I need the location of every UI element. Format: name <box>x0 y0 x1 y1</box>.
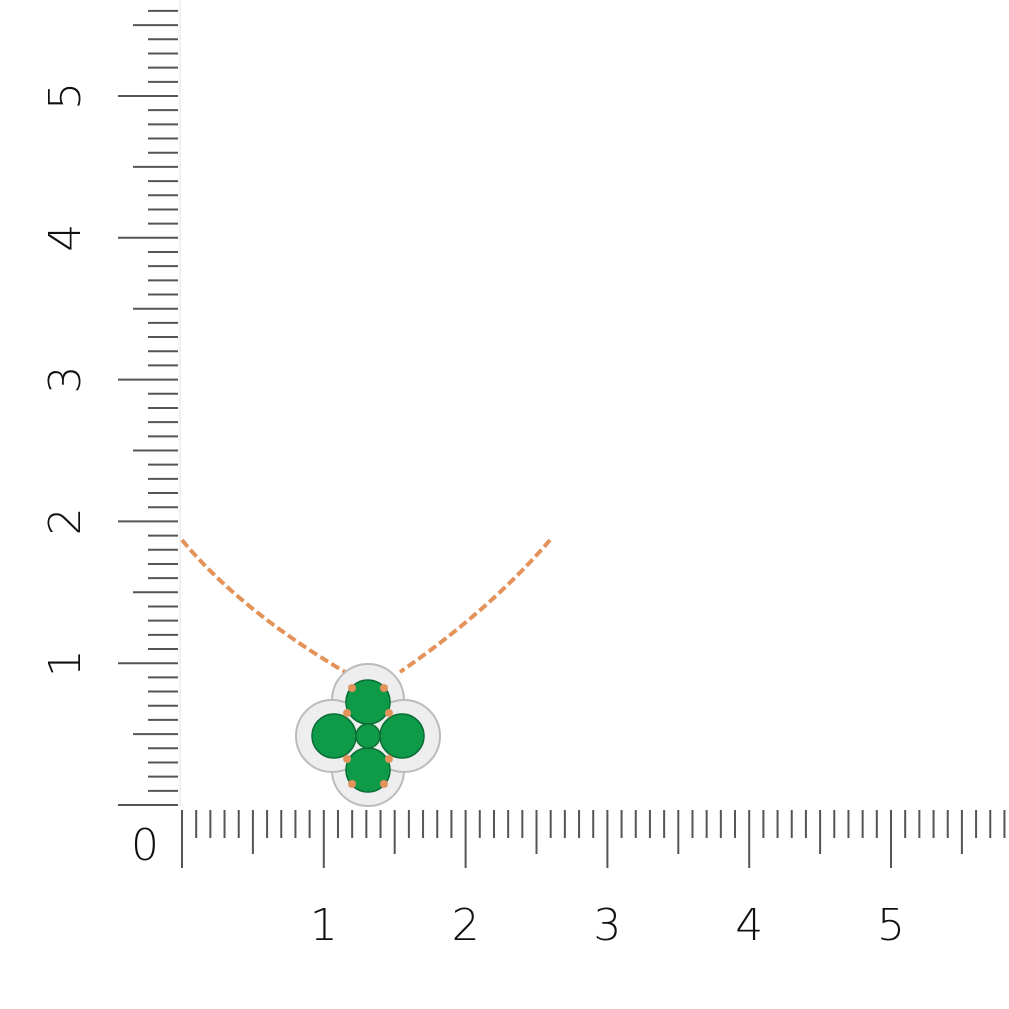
emerald-stones <box>311 679 425 793</box>
ruler-label: 1 <box>40 649 91 677</box>
ruler-label: 2 <box>452 900 480 951</box>
ruler-label: 2 <box>40 507 91 535</box>
chain-left <box>180 538 347 674</box>
ruler-label: 0 <box>131 820 159 871</box>
ruler-label: 1 <box>310 900 338 951</box>
vertical-ruler-labels: 1 2 3 4 5 <box>40 82 91 677</box>
ruler-label: 3 <box>40 366 91 394</box>
ruler-label: 3 <box>593 900 621 951</box>
ruler-label: 4 <box>735 900 763 951</box>
chain-right <box>398 538 552 674</box>
ruler-label: 5 <box>40 82 91 110</box>
gold-prongs <box>343 684 393 788</box>
ruler-label: 5 <box>877 900 905 951</box>
pendant-necklace <box>180 538 552 807</box>
horizontal-ruler-labels: 0 1 2 3 4 5 <box>131 820 905 951</box>
horizontal-ruler <box>181 810 1006 868</box>
vertical-ruler <box>118 0 181 806</box>
ruler-label: 4 <box>40 224 91 252</box>
